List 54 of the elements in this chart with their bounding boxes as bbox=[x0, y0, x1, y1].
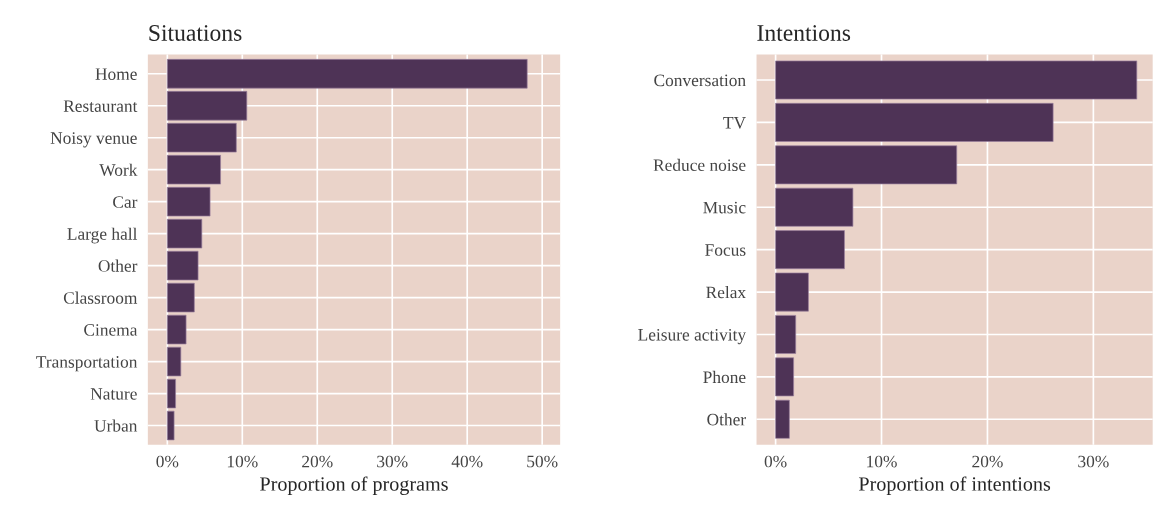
x-tick-label: 0% bbox=[764, 455, 787, 468]
bar bbox=[775, 102, 1054, 142]
y-tick-label: Reduce noise bbox=[653, 158, 746, 172]
bar bbox=[166, 91, 248, 121]
x-axis-title: Proportion of intentions bbox=[858, 476, 1051, 495]
y-tick-label: Transportation bbox=[36, 356, 138, 372]
bar bbox=[775, 145, 958, 185]
bar bbox=[775, 399, 790, 439]
y-tick-label: Home bbox=[95, 68, 137, 80]
y-tick-label: Restaurant bbox=[63, 100, 138, 112]
y-tick-label: Music bbox=[703, 201, 746, 214]
bar bbox=[775, 60, 1138, 100]
bar bbox=[775, 357, 794, 397]
bar bbox=[166, 122, 237, 153]
x-tick-label: 50% bbox=[527, 455, 558, 468]
x-tick-label: 10% bbox=[867, 455, 897, 468]
bar bbox=[166, 282, 195, 313]
y-tick-label: Leisure activity bbox=[638, 328, 747, 345]
x-tick-label: 20% bbox=[302, 455, 333, 468]
x-tick-label: 10% bbox=[227, 455, 258, 468]
y-tick-label: Relax bbox=[706, 286, 746, 299]
x-tick-label: 20% bbox=[972, 455, 1003, 468]
y-tick-label: TV bbox=[723, 117, 746, 129]
y-tick-label: Phone bbox=[703, 370, 746, 384]
x-tick-label: 30% bbox=[1078, 455, 1109, 468]
y-tick-label: Work bbox=[99, 163, 138, 176]
bar bbox=[775, 230, 845, 270]
bar bbox=[166, 59, 528, 89]
y-tick-label: Large hall bbox=[67, 227, 138, 244]
bar bbox=[166, 346, 182, 377]
chart-title: Situations bbox=[149, 25, 242, 41]
bar bbox=[166, 250, 199, 281]
y-tick-label: Cinema bbox=[84, 324, 138, 336]
x-tick-label: 30% bbox=[377, 455, 408, 468]
y-tick-label: Conversation bbox=[654, 74, 746, 87]
y-tick-label: Nature bbox=[90, 388, 137, 400]
bar bbox=[166, 186, 211, 217]
bar bbox=[775, 272, 809, 312]
y-tick-label: Car bbox=[113, 196, 138, 208]
y-tick-label: Classroom bbox=[63, 291, 138, 304]
bar bbox=[166, 314, 187, 345]
y-tick-label: Other bbox=[98, 259, 138, 272]
y-tick-label: Focus bbox=[705, 244, 746, 256]
chart-title: Intentions bbox=[757, 25, 851, 41]
bar bbox=[775, 187, 854, 227]
bar bbox=[166, 154, 221, 185]
x-axis-title: Proportion of programs bbox=[260, 476, 448, 495]
x-tick-label: 0% bbox=[156, 455, 179, 468]
y-tick-label: Urban bbox=[94, 419, 138, 432]
bar bbox=[775, 315, 797, 354]
y-tick-label: Noisy venue bbox=[50, 132, 137, 148]
bar bbox=[166, 218, 203, 249]
x-tick-label: 40% bbox=[451, 455, 483, 468]
y-tick-label: Other bbox=[707, 413, 746, 426]
